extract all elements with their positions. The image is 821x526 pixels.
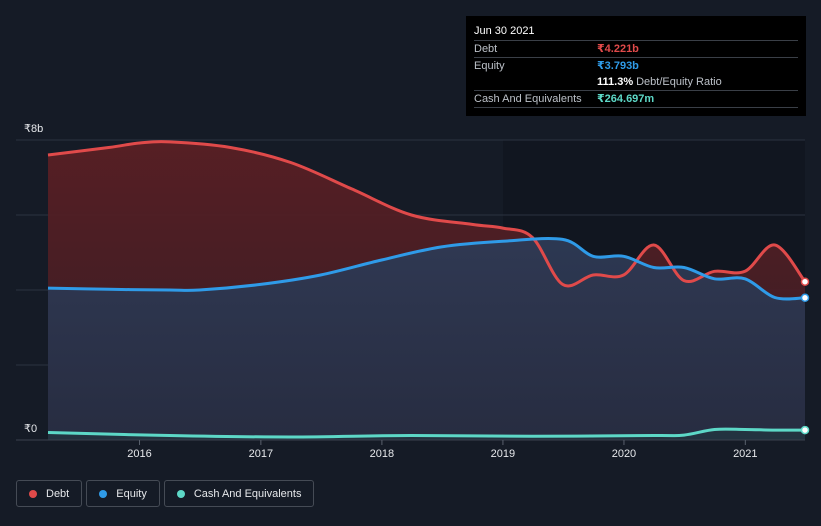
x-tick-label-2021: 2021 — [733, 448, 757, 460]
tooltip-equity-label: Equity — [474, 60, 505, 72]
y-label-top: ₹8b — [24, 123, 43, 135]
legend-equity-label: Equity — [116, 487, 147, 500]
legend-item-cash[interactable]: Cash And Equivalents — [163, 480, 315, 507]
tooltip-cash-value: ₹264.697m — [597, 93, 655, 105]
tooltip-row-debt: Debt ₹4.221b — [474, 40, 798, 57]
tooltip-row-cash: Cash And Equivalents ₹264.697m — [474, 90, 798, 108]
series-lines — [47, 140, 806, 439]
line-cash-and-equivalents — [47, 427, 806, 439]
x-tick-label-2020: 2020 — [612, 448, 636, 460]
tooltip-ratio-value: 111.3% — [597, 76, 634, 88]
legend-item-equity[interactable]: Equity — [86, 480, 160, 507]
x-tick-label-2018: 2018 — [370, 448, 394, 460]
x-tick-label-2016: 2016 — [127, 448, 151, 460]
chart-legend: Debt Equity Cash And Equivalents — [16, 480, 315, 507]
end-markers — [800, 277, 810, 435]
tooltip-date: Jun 30 2021 — [474, 25, 535, 37]
equity-dot-icon — [99, 489, 108, 498]
line-debt — [47, 140, 806, 288]
x-tick-label-2019: 2019 — [491, 448, 515, 460]
tooltip-debt-label: Debt — [474, 43, 498, 55]
tooltip-row-ratio: 111.3% Debt/Equity Ratio — [474, 74, 798, 90]
tooltip-panel: Jun 30 2021 Debt ₹4.221b Equity ₹3.793b … — [466, 16, 806, 116]
y-label-bottom: ₹0 — [24, 423, 37, 435]
area-equity — [48, 238, 805, 440]
tooltip-row-equity: Equity ₹3.793b — [474, 57, 798, 74]
cash-dot-icon — [176, 489, 185, 498]
x-tick-label-2017: 2017 — [249, 448, 273, 460]
end-marker-cash-and-equivalents — [800, 425, 810, 435]
debt-dot-icon — [29, 489, 37, 498]
tooltip-cash-label: Cash And Equivalents — [474, 93, 582, 105]
end-marker-equity — [800, 293, 810, 303]
legend-debt-label: Debt — [46, 487, 70, 500]
x-axis: 2016 2017 2018 2019 2020 2021 — [16, 439, 805, 460]
legend-cash-label: Cash And Equivalents — [193, 487, 302, 500]
tooltip-ratio-label: Debt/Equity Ratio — [636, 76, 722, 88]
tooltip-equity-value: ₹3.793b — [597, 60, 639, 72]
line-equity — [47, 236, 806, 301]
legend-item-debt[interactable]: Debt — [16, 480, 83, 507]
end-marker-debt — [800, 277, 810, 286]
tooltip-debt-value: ₹4.221b — [597, 43, 639, 55]
